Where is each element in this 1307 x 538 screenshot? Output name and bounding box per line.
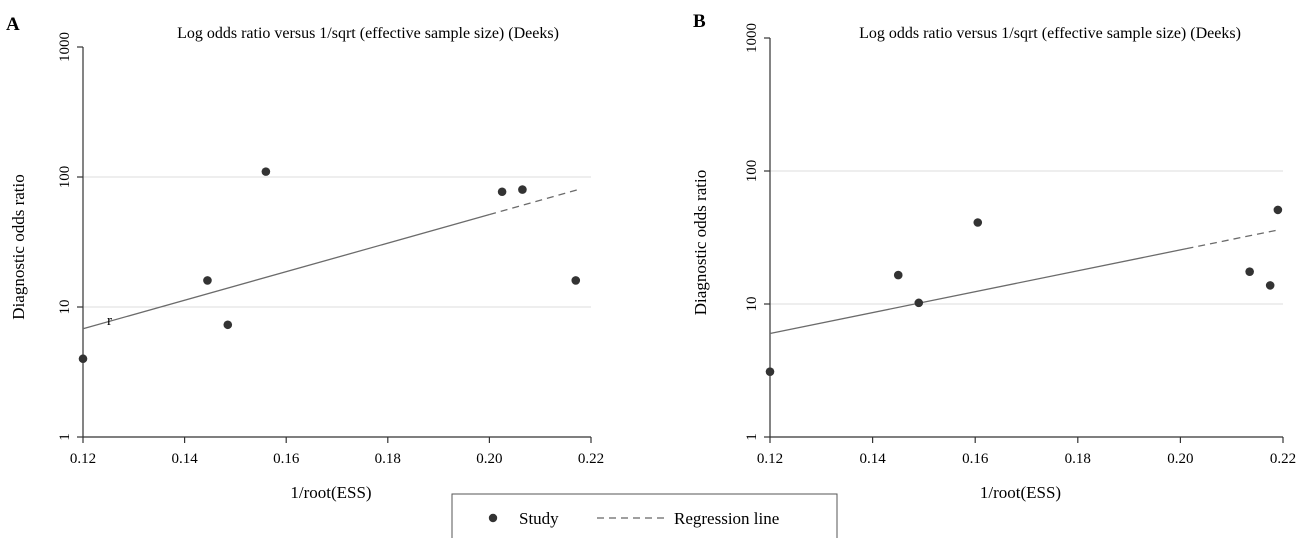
legend: Study Regression line xyxy=(451,493,838,538)
panel-label: B xyxy=(693,11,706,32)
y-tick-label: 1 xyxy=(744,433,760,441)
study-point xyxy=(261,167,271,176)
study-point xyxy=(1245,267,1254,276)
study-point xyxy=(497,187,507,197)
x-tick-label: 0.20 xyxy=(476,451,502,467)
x-tick-label: 0.18 xyxy=(1065,451,1091,467)
regression-line-dashed xyxy=(488,188,579,216)
study-point xyxy=(893,270,903,280)
x-tick-label: 0.20 xyxy=(1167,451,1193,467)
y-tick-label: 1 xyxy=(57,433,73,441)
x-tick-label: 0.18 xyxy=(375,451,401,467)
regression-line-dashed xyxy=(1186,229,1278,250)
study-point xyxy=(765,367,775,376)
y-axis-label: Diagnostic odds ratio xyxy=(691,170,710,315)
panel-label: A xyxy=(6,14,20,35)
annotation: r xyxy=(107,313,112,329)
study-point xyxy=(223,320,233,330)
legend-regression-label: Regression line xyxy=(674,509,779,528)
y-tick-label: 100 xyxy=(57,166,73,189)
regression-line xyxy=(82,214,490,330)
study-point xyxy=(518,185,527,194)
y-tick-label: 1000 xyxy=(57,32,73,62)
x-tick-label: 0.14 xyxy=(171,451,198,467)
panel-b: B Log odds ratio versus 1/sqrt (effective… xyxy=(691,11,1296,502)
legend-study-label: Study xyxy=(519,509,559,528)
study-point xyxy=(914,298,924,308)
study-point xyxy=(203,276,212,285)
chart-title: Log odds ratio versus 1/sqrt (effective … xyxy=(859,25,1241,42)
legend-box xyxy=(451,493,838,538)
x-tick-label: 0.22 xyxy=(1270,451,1296,467)
legend-study-marker xyxy=(488,513,498,523)
chart-title: Log odds ratio versus 1/sqrt (effective … xyxy=(177,25,559,42)
regression-line xyxy=(769,248,1187,335)
x-tick-label: 0.12 xyxy=(70,451,96,467)
y-axis-label: Diagnostic odds ratio xyxy=(9,174,28,319)
x-tick-label: 0.16 xyxy=(273,451,300,467)
y-tick-label: 10 xyxy=(57,300,73,315)
study-point xyxy=(571,276,581,285)
study-point xyxy=(1265,281,1275,290)
y-tick-label: 1000 xyxy=(744,23,760,53)
y-tick-label: 10 xyxy=(744,297,760,312)
study-point xyxy=(973,218,983,227)
study-point xyxy=(78,354,88,364)
y-tick-label: 100 xyxy=(744,160,760,183)
x-tick-label: 0.12 xyxy=(757,451,783,467)
x-tick-label: 0.16 xyxy=(962,451,989,467)
panel-a: A Log odds ratio versus 1/sqrt (effective… xyxy=(6,14,604,502)
x-tick-label: 0.22 xyxy=(578,451,604,467)
x-axis-label: 1/root(ESS) xyxy=(290,483,371,502)
study-point xyxy=(1273,205,1283,215)
x-axis-label: 1/root(ESS) xyxy=(980,483,1061,502)
x-tick-label: 0.14 xyxy=(859,451,886,467)
